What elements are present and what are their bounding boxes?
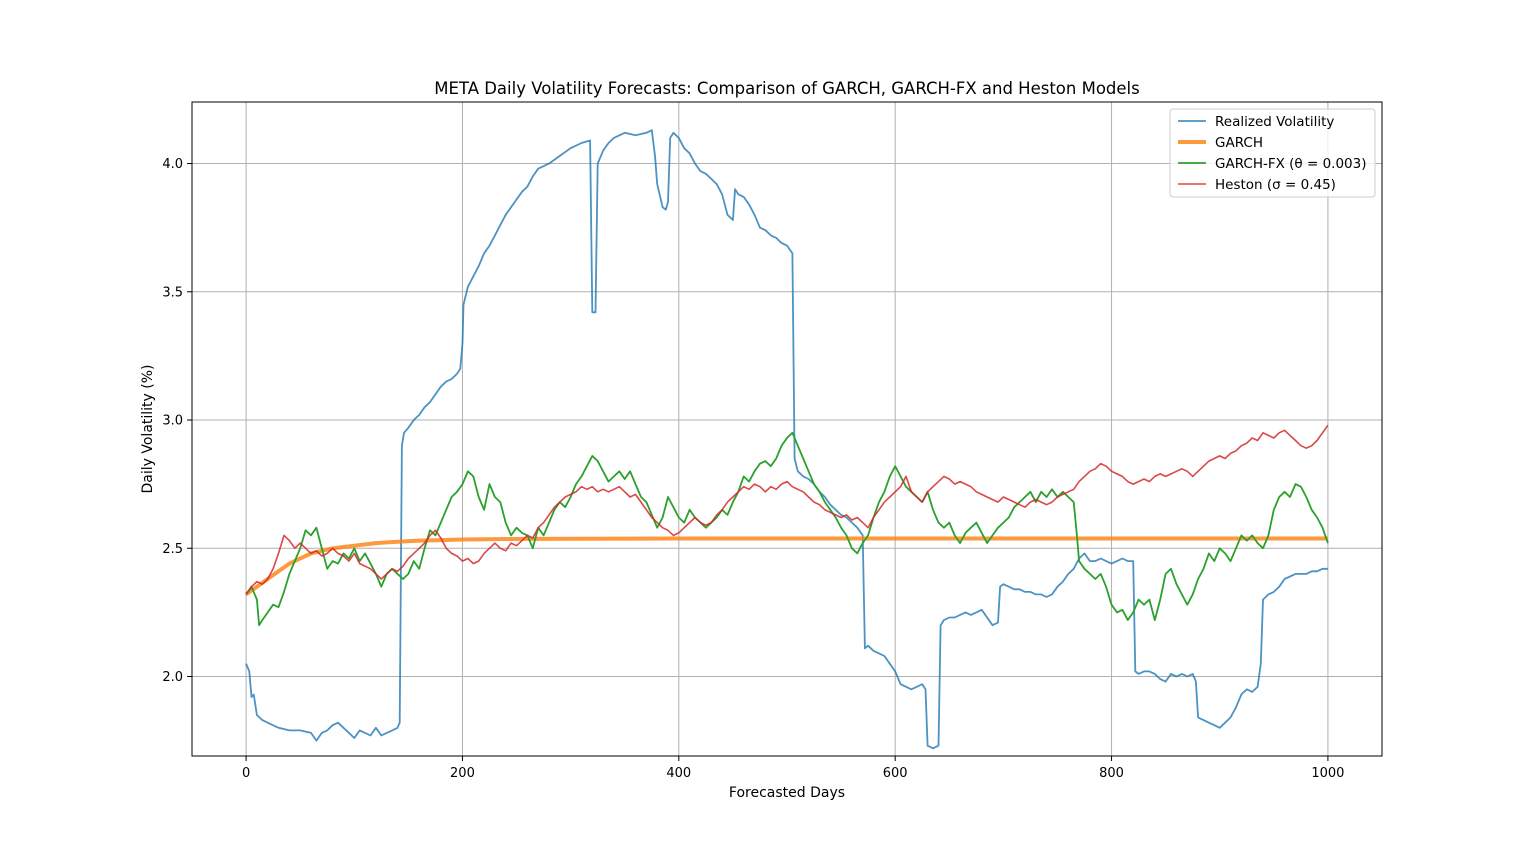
x-tick-label: 0 bbox=[242, 766, 250, 781]
plot-frame bbox=[191, 101, 1383, 757]
y-tick-label: 2.0 bbox=[162, 670, 183, 685]
legend: Realized Volatility GARCH GARCH-FX (θ = 0.… bbox=[1169, 108, 1376, 198]
y-tick-label: 3.0 bbox=[162, 414, 183, 429]
legend-label: GARCH bbox=[1215, 135, 1263, 151]
x-axis-title: Forecasted Days bbox=[729, 785, 845, 801]
x-tick-label: 200 bbox=[450, 766, 475, 781]
y-tick-label: 4.0 bbox=[162, 157, 183, 172]
y-tick-label: 3.5 bbox=[162, 285, 183, 300]
legend-box bbox=[1169, 108, 1376, 198]
series-line-3 bbox=[245, 431, 1329, 627]
legend-label: GARCH-FX (θ = 0.003) bbox=[1215, 156, 1367, 172]
x-tick-label: 400 bbox=[666, 766, 691, 781]
y-axis-title: Daily Volatility (%) bbox=[140, 364, 156, 493]
y-tick-label: 2.5 bbox=[162, 542, 183, 557]
series-line-4 bbox=[245, 424, 1329, 595]
x-tick-label: 600 bbox=[883, 766, 908, 781]
series-line-1 bbox=[245, 129, 1328, 750]
axis-ticks: 0 200 400 600 800 1000 2.0 2.5 3.0 3.5 4.0 bbox=[162, 157, 1344, 781]
x-tick-label: 800 bbox=[1099, 766, 1124, 781]
legend-label: Realized Volatility bbox=[1215, 114, 1334, 130]
chart-title: META Daily Volatility Forecasts: Compari… bbox=[434, 79, 1140, 98]
series-lines bbox=[244, 129, 1329, 750]
legend-label: Heston (σ = 0.45) bbox=[1215, 177, 1336, 193]
series-line-2 bbox=[244, 536, 1328, 597]
x-tick-label: 1000 bbox=[1311, 766, 1344, 781]
